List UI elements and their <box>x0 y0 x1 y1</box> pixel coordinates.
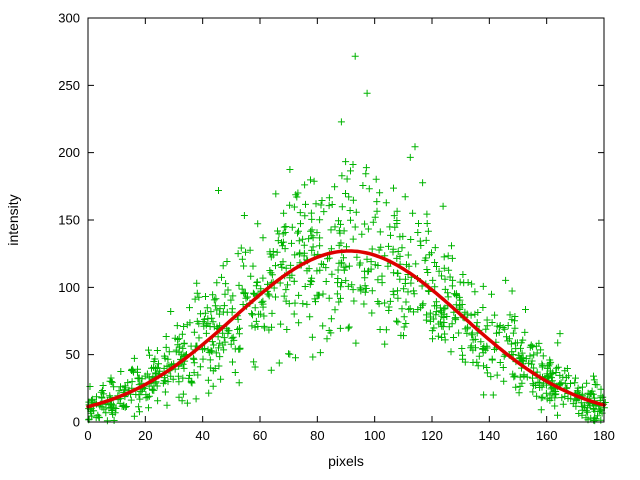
x-tick-label: 80 <box>310 428 324 443</box>
scatter-point-markers <box>85 52 609 425</box>
y-tick-label: 250 <box>58 78 80 93</box>
y-tick-label: 300 <box>58 11 80 26</box>
x-tick-labels: 0 20 40 60 80 100 120 140 160 180 <box>84 428 614 443</box>
y-tick-label: 100 <box>58 280 80 295</box>
gaussian-fit-line <box>86 249 606 409</box>
scatter-points <box>85 52 609 425</box>
x-tick-label: 160 <box>536 428 558 443</box>
y-tick-label: 50 <box>66 347 80 362</box>
x-tick-label: 180 <box>593 428 615 443</box>
x-tick-label: 120 <box>421 428 443 443</box>
x-tick-label: 40 <box>195 428 209 443</box>
y-tick-label: 150 <box>58 213 80 228</box>
plot-border <box>87 17 605 423</box>
fit-curve <box>86 249 606 409</box>
y-axis-label: intensity <box>5 194 21 245</box>
x-tick-label: 140 <box>478 428 500 443</box>
x-tick-label: 0 <box>84 428 91 443</box>
x-tick-label: 20 <box>138 428 152 443</box>
x-axis-label: pixels <box>328 453 364 469</box>
x-tick-label: 100 <box>364 428 386 443</box>
y-tick-label: 200 <box>58 145 80 160</box>
y-tick-label: 0 <box>73 415 80 430</box>
x-tick-label: 60 <box>253 428 267 443</box>
y-tick-labels: 0 50 100 150 200 250 300 <box>58 11 80 430</box>
